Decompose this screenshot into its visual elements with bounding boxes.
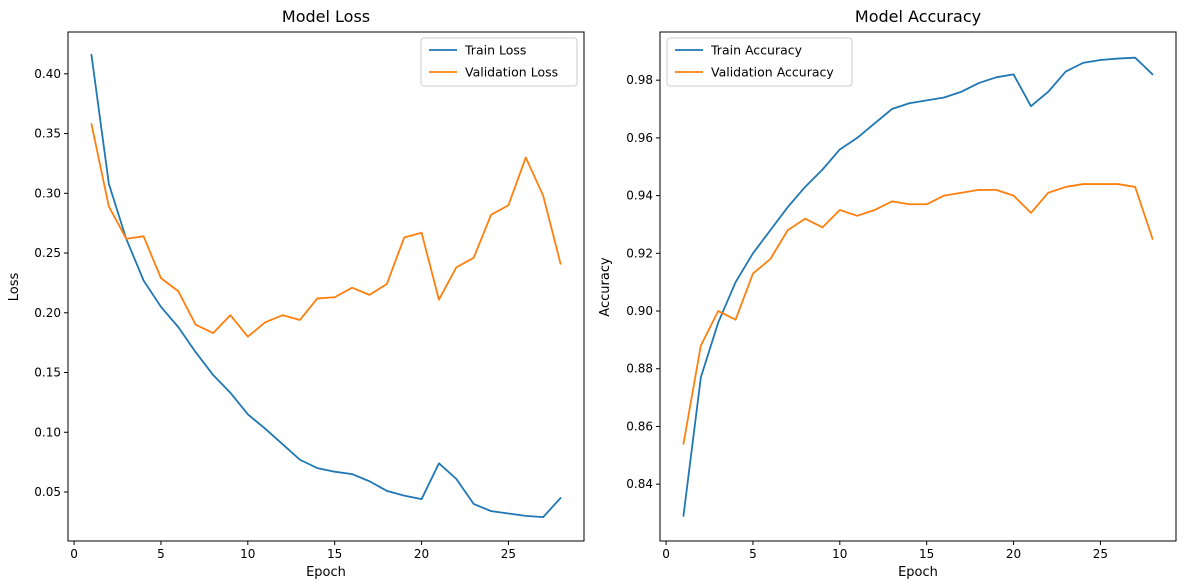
loss-legend-box [420,37,578,87]
accuracy-legend-label-train-accuracy: Train Accuracy [710,43,803,58]
loss-chart-panel: Model Loss 0 5 10 15 20 25 0.05 0.10 0.15 0.20 0.2… [7,7,585,580]
loss-y-tick-label: 0.15 [34,366,61,380]
loss-x-tick-label: 5 [157,547,165,561]
loss-x-tick-label: 25 [501,547,516,561]
accuracy-y-axis-label: Accuracy [598,257,613,317]
loss-y-tick-label: 0.35 [34,127,61,141]
accuracy-y-tick-label: 0.98 [626,73,653,87]
accuracy-axes-frame [659,31,1177,542]
loss-axes-frame [67,31,585,542]
loss-x-tick-label: 10 [240,547,255,561]
accuracy-chart-title: Model Accuracy [855,7,981,26]
accuracy-y-tick-label: 0.90 [626,304,653,318]
accuracy-plot-area: 0 5 10 15 20 25 0.84 0.86 0.88 0.90 0.92 0.94 0.96 0.… [626,31,1177,561]
loss-y-tick-label: 0.20 [34,306,61,320]
accuracy-y-tick-label: 0.94 [626,189,653,203]
accuracy-x-tick-label: 15 [919,547,934,561]
loss-x-tick-label: 0 [70,547,78,561]
accuracy-x-tick-label: 5 [749,547,757,561]
loss-y-tick-label: 0.10 [34,425,61,439]
loss-y-axis-label: Loss [7,273,22,302]
loss-y-tick-label: 0.05 [34,485,61,499]
loss-x-tick-label: 20 [414,547,429,561]
accuracy-x-tick-label: 10 [832,547,847,561]
loss-y-tick-label: 0.25 [34,246,61,260]
accuracy-y-tick-label: 0.88 [626,362,653,376]
loss-legend-label-validation-loss: Validation Loss [465,65,558,80]
loss-y-tick-label: 0.30 [34,186,61,200]
loss-x-tick-label: 15 [327,547,342,561]
accuracy-y-tick-label: 0.86 [626,419,653,433]
accuracy-y-tick-label: 0.84 [626,477,653,491]
loss-chart-title: Model Loss [282,7,370,26]
loss-legend: Train Loss Validation Loss [420,37,578,87]
loss-y-tick-label: 0.40 [34,67,61,81]
accuracy-legend-label-validation-accuracy: Validation Accuracy [711,65,834,80]
accuracy-x-tick-label: 20 [1006,547,1021,561]
accuracy-legend-box [666,37,853,87]
loss-series-train-loss-line [90,53,562,518]
loss-legend-label-train-loss: Train Loss [464,43,526,58]
accuracy-x-axis-label: Epoch [898,565,938,580]
accuracy-series-validation-accuracy-line [682,183,1154,445]
accuracy-chart-panel: Model Accuracy 0 5 10 15 20 25 0.84 0.86 0.88 0.9… [598,7,1177,580]
accuracy-y-tick-label: 0.92 [626,246,653,260]
loss-x-axis-label: Epoch [306,565,346,580]
loss-plot-area: 0 5 10 15 20 25 0.05 0.10 0.15 0.20 0.25 0.30 0.35 0.… [34,31,585,561]
accuracy-x-tick-label: 25 [1093,547,1108,561]
loss-series-validation-loss-line [90,123,562,338]
accuracy-y-tick-label: 0.96 [626,131,653,145]
accuracy-legend: Train Accuracy Validation Accuracy [666,37,853,87]
accuracy-x-tick-label: 0 [662,547,670,561]
accuracy-series-train-accuracy-line [682,56,1154,517]
